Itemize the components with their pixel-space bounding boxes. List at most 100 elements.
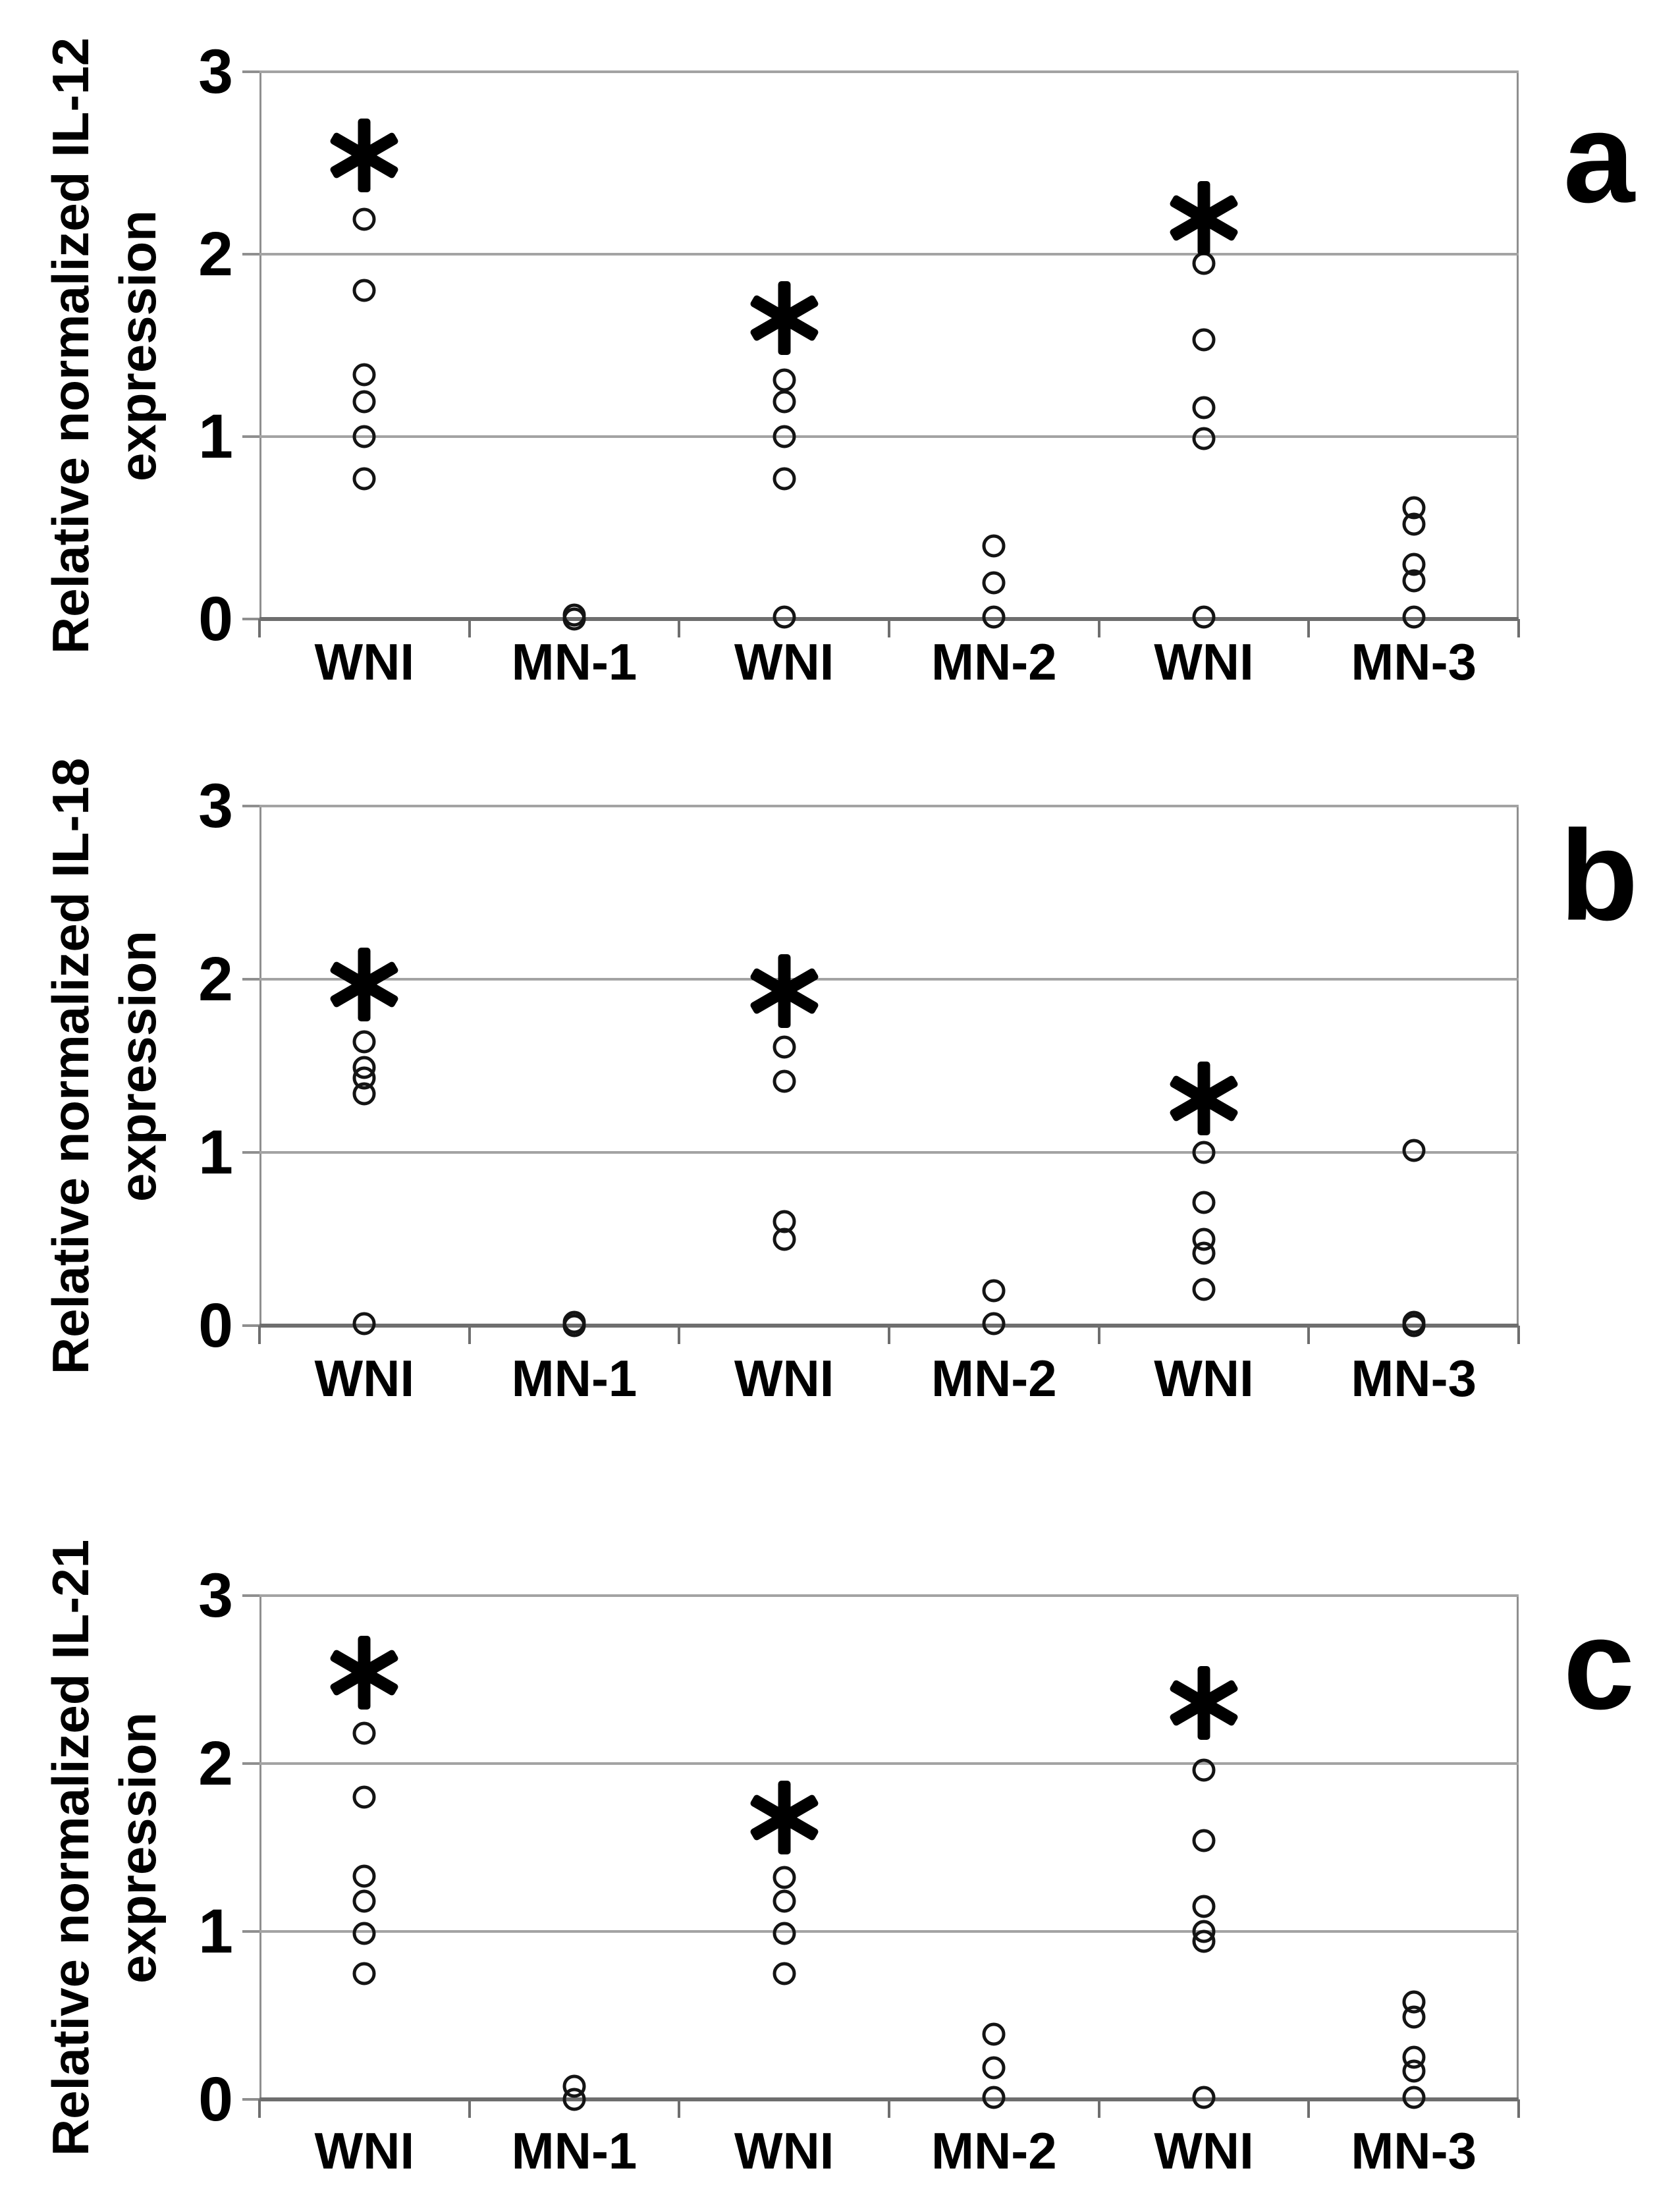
data-point-circle [1192,396,1216,419]
data-point-circle [352,1864,376,1888]
y-tick-label: 2 [198,1729,233,1798]
data-point-circle [1192,427,1216,450]
data-point-circle [352,467,376,491]
data-point-circle [352,1082,376,1106]
y-tick-mark [242,2098,259,2101]
data-point-circle [1192,1758,1216,1782]
x-category-label: WNI [734,633,834,691]
x-category-label: WNI [1154,633,1254,691]
y-tick-mark [242,618,259,620]
data-point-circle [1192,1141,1216,1164]
y-tick-mark [242,1324,259,1327]
x-category-label: MN-2 [931,633,1057,691]
data-point-circle [1402,605,1426,629]
x-tick-mark [468,1326,471,1344]
data-point-circle [562,2088,586,2111]
data-point-circle [352,1030,376,1054]
data-point-circle [772,1889,796,1913]
data-point-circle [1402,2059,1426,2083]
x-tick-mark [258,1326,261,1344]
x-tick-mark [1097,619,1100,637]
x-category-label: WNI [314,1349,415,1407]
data-point-circle [982,2022,1006,2046]
panel-letter: b [1559,803,1639,948]
gridline-y3 [259,70,1519,73]
data-point-circle [1192,1191,1216,1214]
data-point-circle [772,467,796,491]
significance-asterisk [326,1634,402,1711]
data-point-circle [982,2086,1006,2109]
data-point-circle [982,1312,1006,1335]
y-tick-label: 1 [198,402,233,472]
y-tick-mark [242,253,259,256]
gridline-y2 [259,978,1519,981]
data-point-circle [982,2056,1006,2080]
data-point-circle [772,1035,796,1059]
y-tick-mark [242,1930,259,1933]
x-category-label: WNI [1154,1349,1254,1407]
x-category-label: MN-3 [1351,1349,1477,1407]
x-tick-mark [1097,2099,1100,2118]
x-category-label: WNI [734,1349,834,1407]
plot-area [259,806,1519,1326]
gridline-y2 [259,1762,1519,1765]
gridline-y3 [259,805,1519,807]
y-tick-label: 0 [198,2064,233,2134]
x-tick-mark [678,2099,681,2118]
x-tick-mark [678,1326,681,1344]
data-point-circle [1192,1929,1216,1953]
x-tick-mark [1307,1326,1311,1344]
data-point-circle [562,1314,586,1337]
data-point-circle [1402,1314,1426,1337]
x-tick-mark [888,619,890,637]
data-point-circle [1192,1241,1216,1265]
data-point-circle [1192,1829,1216,1852]
data-point-circle [982,1279,1006,1303]
plot-area [259,1596,1519,2099]
data-point-circle [982,571,1006,595]
x-category-label: WNI [734,2122,834,2180]
x-category-label: WNI [1154,2122,1254,2180]
x-tick-mark [1517,619,1520,637]
y-tick-label: 1 [198,1897,233,1966]
x-category-label: MN-2 [931,2122,1057,2180]
x-category-label: WNI [314,2122,415,2180]
data-point-circle [1192,328,1216,352]
data-point-circle [352,207,376,231]
data-point-circle [352,425,376,448]
data-point-circle [1402,2005,1426,2029]
data-point-circle [772,1866,796,1889]
data-point-circle [1402,569,1426,593]
gridline-y1 [259,435,1519,438]
x-category-label: MN-3 [1351,2122,1477,2180]
x-tick-mark [1097,1326,1100,1344]
y-tick-mark [242,805,259,807]
data-point-circle [352,1962,376,1985]
data-point-circle [772,390,796,414]
data-point-circle [772,1922,796,1945]
x-tick-mark [468,2099,471,2118]
data-point-circle [352,363,376,387]
significance-asterisk [1166,1060,1242,1137]
y-tick-label: 0 [198,1291,233,1361]
y-tick-label: 2 [198,219,233,289]
x-category-label: MN-1 [511,2122,637,2180]
x-tick-mark [1307,2099,1311,2118]
panel-letter: c [1563,1592,1635,1737]
data-point-circle [1192,1895,1216,1918]
x-tick-mark [1307,619,1311,637]
y-tick-mark [242,70,259,73]
x-tick-mark [258,2099,261,2118]
y-tick-label: 3 [198,37,233,107]
data-point-circle [352,1889,376,1913]
gridline-y1 [259,1930,1519,1933]
x-category-label: MN-3 [1351,633,1477,691]
significance-asterisk [326,117,402,194]
significance-asterisk [1166,1665,1242,1741]
y-tick-label: 2 [198,944,233,1014]
plot-area [259,72,1519,619]
data-point-circle [1402,2086,1426,2109]
x-category-label: MN-1 [511,1349,637,1407]
data-point-circle [772,368,796,392]
